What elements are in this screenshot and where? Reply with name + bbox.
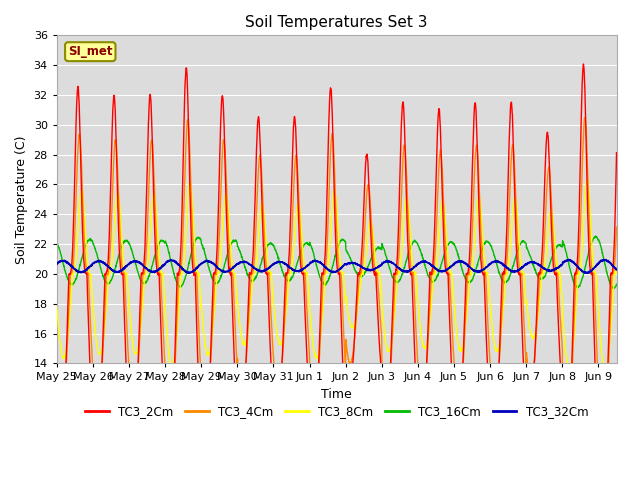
TC3_2Cm [53,431,61,437]
TC3_4Cm [420,388,428,394]
TC3_8Cm [53,304,61,310]
TC3_2Cm [527,410,534,416]
TC3_16Cm [403,255,411,261]
X-axis label: Time: Time [321,388,352,401]
Text: SI_met: SI_met [68,45,113,58]
TC3_8Cm [612,266,620,272]
TC3_2Cm [580,61,588,67]
Line: TC3_4Cm: TC3_4Cm [57,118,616,437]
Title: Soil Temperatures Set 3: Soil Temperatures Set 3 [245,15,428,30]
TC3_4Cm [599,434,607,440]
TC3_32Cm [340,262,348,268]
TC3_32Cm [86,264,93,270]
TC3_4Cm [581,115,589,120]
TC3_8Cm [593,288,601,294]
TC3_4Cm [593,356,601,361]
TC3_32Cm [612,267,620,273]
Line: TC3_2Cm: TC3_2Cm [57,64,616,480]
TC3_4Cm [403,192,411,198]
TC3_32Cm [527,260,534,265]
TC3_16Cm [527,254,534,260]
Line: TC3_8Cm: TC3_8Cm [57,179,616,372]
Legend: TC3_2Cm, TC3_4Cm, TC3_8Cm, TC3_16Cm, TC3_32Cm: TC3_2Cm, TC3_4Cm, TC3_8Cm, TC3_16Cm, TC3… [80,401,593,423]
Line: TC3_32Cm: TC3_32Cm [57,260,616,273]
TC3_32Cm [53,261,61,267]
TC3_32Cm [186,270,194,276]
Y-axis label: Soil Temperature (C): Soil Temperature (C) [15,135,28,264]
TC3_16Cm [53,240,61,246]
TC3_4Cm [527,378,534,384]
TC3_32Cm [565,257,573,263]
TC3_8Cm [527,328,534,334]
TC3_4Cm [86,302,93,308]
TC3_2Cm [340,394,348,399]
TC3_32Cm [420,258,428,264]
TC3_8Cm [602,369,610,374]
TC3_16Cm [420,261,428,267]
TC3_16Cm [610,286,618,291]
TC3_2Cm [403,227,411,232]
TC3_16Cm [612,281,620,287]
TC3_16Cm [592,233,600,239]
TC3_32Cm [404,269,412,275]
TC3_2Cm [420,407,428,413]
TC3_16Cm [593,235,601,241]
TC3_8Cm [420,345,428,351]
TC3_4Cm [340,334,348,339]
TC3_32Cm [594,261,602,267]
TC3_8Cm [340,277,348,283]
TC3_2Cm [612,150,620,156]
TC3_2Cm [86,357,93,363]
TC3_8Cm [584,176,591,182]
TC3_8Cm [86,271,93,276]
TC3_8Cm [403,196,411,202]
Line: TC3_16Cm: TC3_16Cm [57,236,616,288]
TC3_4Cm [53,371,61,377]
TC3_16Cm [86,237,93,242]
TC3_4Cm [612,224,620,230]
TC3_16Cm [340,237,348,243]
TC3_2Cm [593,425,601,431]
